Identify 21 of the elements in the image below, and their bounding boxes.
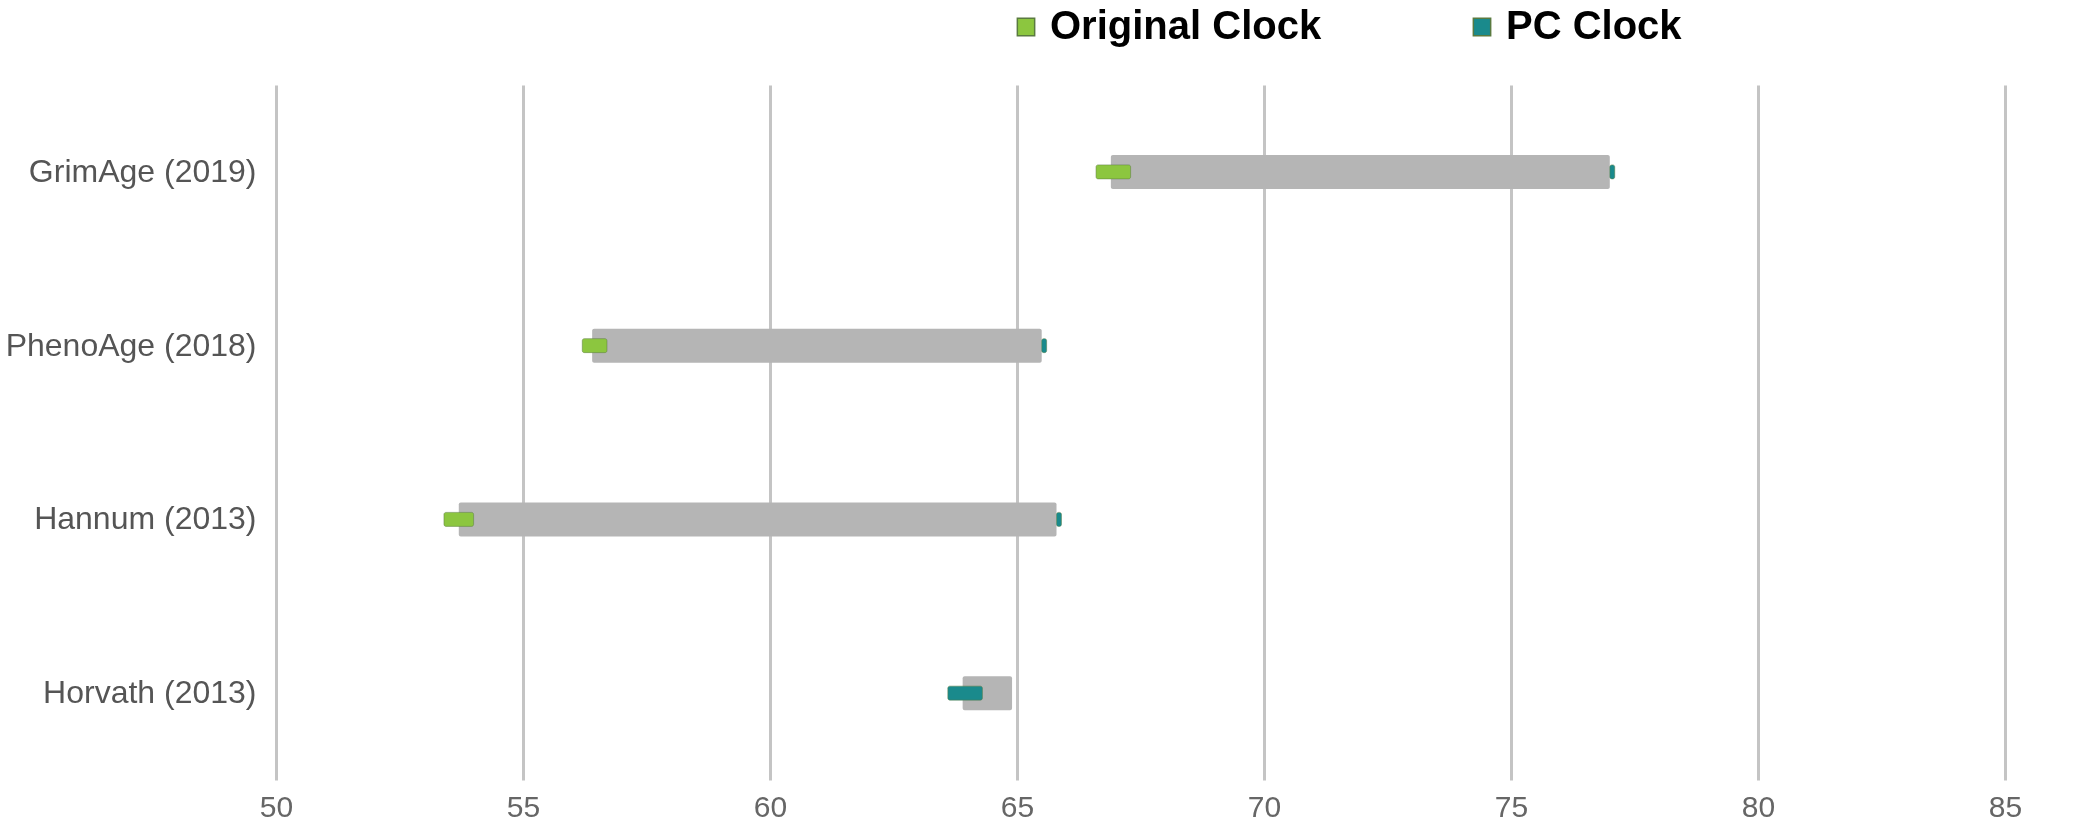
x-tick-label: 80 [1741,789,1776,823]
bar [1095,164,1131,180]
y-tick-label: Horvath (2013) [43,674,257,711]
bar [443,512,474,527]
bar [458,502,1057,537]
bar [592,328,1042,363]
bar [1110,154,1610,189]
bar [582,338,608,353]
legend-label: Original Clock [1050,3,1322,47]
x-tick-label: 75 [1494,789,1529,823]
legend-label: PC Clock [1506,3,1683,47]
x-tick-label: 65 [1000,789,1035,823]
x-tick-label: 50 [259,789,294,823]
bar [947,685,983,701]
x-tick-label: 85 [1988,789,2023,823]
y-tick-label: PhenoAge (2018) [5,326,257,363]
x-tick-label: 60 [753,789,788,823]
y-tick-label: Hannum (2013) [34,500,257,537]
y-tick-label: GrimAge (2019) [28,152,257,189]
x-tick-label: 55 [506,789,541,823]
x-tick-label: 70 [1247,789,1282,823]
